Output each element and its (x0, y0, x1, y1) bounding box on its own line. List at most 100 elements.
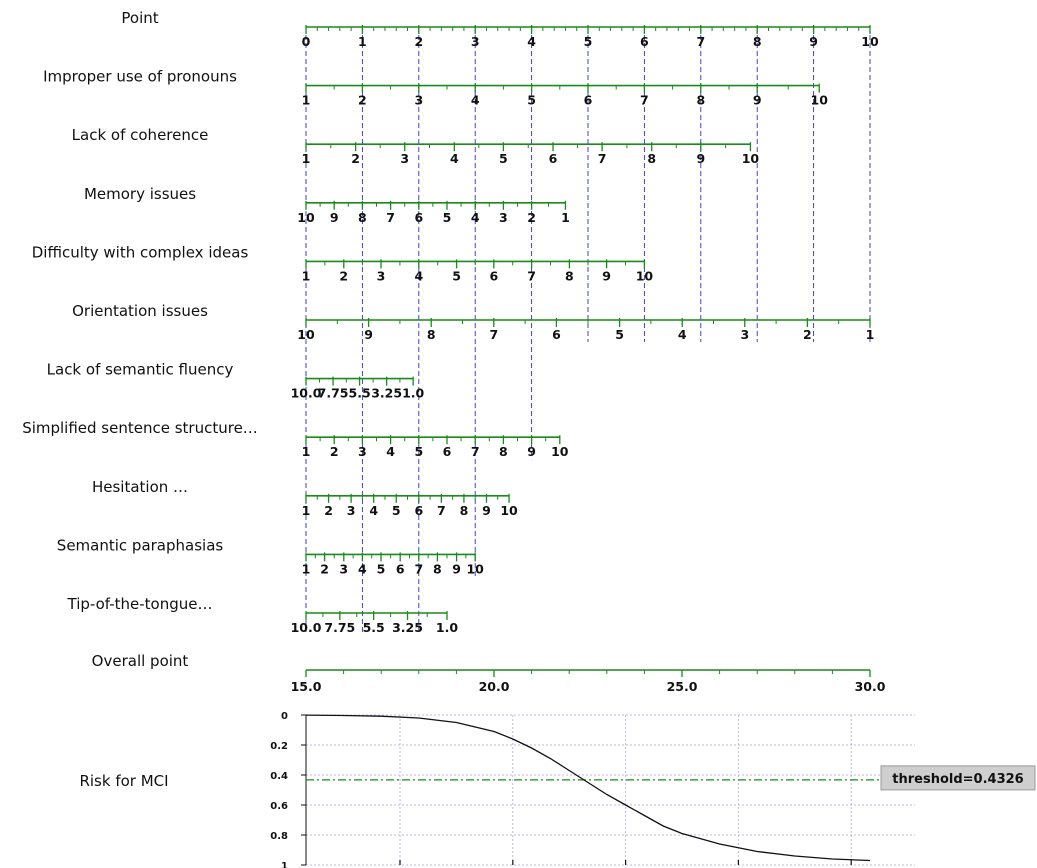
tick-label: 6 (584, 93, 593, 108)
tick-label: 7 (414, 561, 423, 576)
tick-label: 9 (753, 93, 762, 108)
risk-y-tick-label: 0 (281, 711, 288, 722)
tick-label: 3 (358, 444, 367, 459)
risk-panel: Risk for MCI 0 0.2 0.4 0.6 0.8 1 threshold=0.43… (79, 711, 1036, 868)
tick-label: 10 (297, 210, 315, 225)
tick-label: 9 (696, 151, 705, 166)
row-label: Semantic paraphasias (57, 536, 224, 554)
row-label: Improper use of pronouns (43, 68, 237, 86)
tick-label: 2 (339, 268, 348, 283)
row-4: Difficulty with complex ideas 1 2 3 4 5 6 7 8 9 10 (32, 243, 654, 283)
tick-label: 6 (552, 327, 561, 342)
tick-label: 3 (377, 268, 386, 283)
row-10: Tip-of-the-tongue… 10.0 7.75 5.5 3.25 1.0 (67, 595, 459, 635)
tick-label: 5.5 (363, 620, 385, 635)
tick-label: 9 (364, 327, 373, 342)
tick-label: 6 (443, 444, 452, 459)
tick-label: 5 (443, 210, 452, 225)
tick-label: 10 (636, 268, 654, 283)
tick-label: 25.0 (667, 679, 698, 694)
tick-label: 10 (811, 93, 829, 108)
tick-label: 2 (324, 503, 333, 518)
tick-label: 3 (400, 151, 409, 166)
tick-label: 3 (414, 93, 423, 108)
tick-label: 8 (460, 503, 469, 518)
risk-label: Risk for MCI (79, 772, 168, 790)
tick-label: 4 (386, 444, 395, 459)
tick-label: 2 (358, 93, 367, 108)
tick-label: 10 (297, 327, 315, 342)
row-11: Overall point 15.0 20.0 25.0 30.0 (92, 652, 886, 694)
tick-label: 2 (320, 561, 329, 576)
risk-y-tick-label: 0.8 (270, 831, 288, 842)
guide-lines (305, 27, 871, 635)
tick-label: 20.0 (479, 679, 510, 694)
tick-label: 1 (866, 327, 875, 342)
row-label: Lack of semantic fluency (47, 361, 234, 379)
tick-label: 1.0 (436, 620, 458, 635)
tick-label: 8 (647, 151, 656, 166)
tick-label: 7 (527, 268, 536, 283)
risk-curve (305, 714, 871, 862)
tick-label: 6 (396, 561, 405, 576)
tick-label: 5 (414, 444, 423, 459)
tick-label: 4 (527, 34, 536, 49)
risk-y-tick-label: 0.6 (270, 801, 288, 812)
tick-label: 10.0 (291, 386, 322, 401)
tick-label: 5 (499, 151, 508, 166)
tick-label: 6 (549, 151, 558, 166)
tick-label: 7 (696, 34, 705, 49)
tick-label: 6 (489, 268, 498, 283)
tick-label: 10 (466, 561, 484, 576)
row-label: Tip-of-the-tongue… (67, 595, 213, 613)
row-label: Hesitation … (92, 478, 188, 496)
tick-label: 5 (392, 503, 401, 518)
tick-label: 3 (347, 503, 356, 518)
tick-label: 8 (427, 327, 436, 342)
tick-label: 4 (414, 268, 423, 283)
risk-y-tick-label: 0.2 (270, 741, 288, 752)
row-label: Simplified sentence structure… (22, 419, 258, 437)
tick-label: 7 (489, 327, 498, 342)
row-label: Orientation issues (72, 302, 208, 320)
row-9: Semantic paraphasias 1 2 3 4 5 6 7 8 9 10 (57, 536, 484, 576)
tick-label: 10 (861, 34, 879, 49)
tick-label: 4 (358, 561, 367, 576)
tick-label: 5 (452, 268, 461, 283)
tick-label: 4 (450, 151, 459, 166)
tick-label: 9 (809, 34, 818, 49)
tick-label: 4 (678, 327, 687, 342)
tick-label: 10.0 (291, 620, 322, 635)
tick-label: 9 (330, 210, 339, 225)
tick-label: 1 (561, 210, 570, 225)
tick-label: 2 (803, 327, 812, 342)
tick-label: 8 (433, 561, 442, 576)
tick-label: 1 (302, 268, 311, 283)
tick-label: 2 (330, 444, 339, 459)
row-2: Lack of coherence 1 2 3 4 5 6 7 8 9 10 (72, 126, 760, 166)
row-1: Improper use of pronouns 1 2 3 4 5 6 7 8 9 10 (43, 68, 828, 108)
tick-label: 3 (499, 210, 508, 225)
tick-label: 7 (386, 210, 395, 225)
tick-label: 8 (753, 34, 762, 49)
tick-label: 15.0 (291, 679, 322, 694)
risk-y-tick-label: 0.4 (270, 771, 288, 782)
row-5: Orientation issues 10 9 8 7 6 5 4 3 2 1 (72, 302, 874, 342)
tick-label: 1 (302, 93, 311, 108)
tick-label: 2 (414, 34, 423, 49)
row-label: Memory issues (84, 185, 196, 203)
tick-label: 1 (302, 561, 311, 576)
tick-label: 9 (482, 503, 491, 518)
tick-label: 3 (471, 34, 480, 49)
tick-label: 8 (565, 268, 574, 283)
tick-label: 9 (602, 268, 611, 283)
tick-label: 8 (696, 93, 705, 108)
risk-y-tick-label: 1 (281, 861, 288, 868)
tick-label: 9 (527, 444, 536, 459)
tick-label: 4 (369, 503, 378, 518)
tick-label: 5 (527, 93, 536, 108)
row-label: Overall point (92, 652, 189, 670)
row-8: Hesitation … 1 2 3 4 5 6 7 8 9 10 (92, 478, 518, 518)
tick-label: 10 (500, 503, 518, 518)
